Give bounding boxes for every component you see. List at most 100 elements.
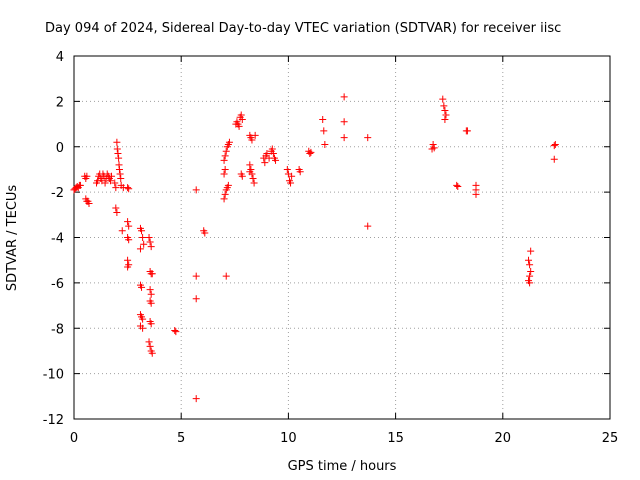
data-point-marker [249, 175, 257, 183]
data-point-marker [221, 190, 229, 198]
data-point-marker [221, 152, 229, 160]
data-point-marker [113, 145, 121, 153]
y-tick-label: -4 [51, 232, 64, 247]
axis-ticks: 0 5 10 15 20 25 -12 -10 -8 -6 -4 -2 0 2 4 [43, 50, 619, 446]
data-point-marker [192, 186, 200, 194]
data-point-marker [138, 283, 146, 291]
data-point-marker [251, 131, 259, 139]
x-tick-label: 0 [70, 431, 78, 446]
data-point-marker [550, 155, 558, 163]
data-points [70, 93, 559, 403]
data-point-marker [220, 170, 228, 178]
data-point-marker [220, 195, 228, 203]
data-point-marker [118, 227, 126, 235]
data-point-marker [551, 140, 559, 148]
data-point-marker [283, 165, 291, 173]
y-axis-label: SDTVAR / TECUs [5, 185, 20, 292]
data-point-marker [220, 156, 228, 164]
y-tick-label: -6 [51, 277, 64, 292]
data-point-marker [238, 172, 246, 180]
data-point-marker [441, 116, 449, 124]
data-point-marker [364, 222, 372, 230]
y-tick-label: 4 [56, 50, 64, 65]
data-point-marker [454, 182, 462, 190]
data-point-marker [148, 349, 156, 357]
data-point-marker [340, 118, 348, 126]
data-point-marker [83, 172, 91, 180]
data-point-marker [116, 170, 124, 178]
data-point-marker [250, 179, 258, 187]
data-point-marker [526, 261, 534, 269]
data-point-marker [146, 238, 154, 246]
data-point-marker [112, 204, 120, 212]
x-tick-label: 15 [387, 431, 404, 446]
data-point-marker [113, 138, 121, 146]
data-point-marker [145, 234, 153, 241]
data-point-marker [124, 256, 132, 264]
data-point-marker [147, 243, 155, 251]
data-point-marker [114, 150, 122, 158]
data-point-marker [235, 122, 243, 130]
data-point-marker [76, 181, 84, 189]
data-point-marker [268, 145, 276, 153]
data-point-marker [201, 229, 209, 237]
data-point-marker [138, 227, 146, 235]
data-point-marker [263, 150, 271, 158]
x-tick-label: 10 [280, 431, 297, 446]
data-point-marker [224, 181, 232, 189]
data-point-marker [526, 272, 534, 280]
data-point-marker [430, 144, 438, 152]
data-point-marker [136, 245, 144, 253]
data-point-marker [125, 222, 133, 230]
data-point-marker [146, 342, 154, 350]
data-point-marker [125, 236, 133, 244]
data-point-marker [321, 140, 329, 148]
data-point-marker [440, 102, 448, 110]
data-point-marker [238, 116, 246, 124]
y-tick-label: 2 [56, 95, 64, 110]
x-tick-label: 25 [602, 431, 619, 446]
data-point-marker [246, 168, 254, 176]
plot-frame [73, 55, 611, 420]
data-point-marker [112, 184, 120, 192]
data-point-marker [527, 268, 535, 276]
data-point-marker [124, 218, 132, 226]
data-point-marker [320, 127, 328, 135]
data-point-marker [248, 136, 256, 144]
data-point-marker [192, 295, 200, 303]
data-point-marker [525, 256, 533, 264]
data-point-marker [108, 172, 116, 180]
data-point-marker [145, 338, 153, 346]
data-point-marker [261, 159, 269, 167]
data-point-marker [147, 299, 155, 307]
data-point-marker [139, 234, 147, 241]
y-tick-label: -10 [43, 368, 64, 383]
data-point-marker [340, 93, 348, 101]
data-point-marker [124, 263, 132, 271]
data-point-marker [172, 328, 180, 336]
data-point-marker [306, 150, 314, 158]
data-point-marker [171, 327, 179, 335]
data-point-marker [246, 161, 254, 169]
data-point-marker [441, 106, 449, 114]
y-tick-label: -8 [51, 322, 64, 337]
data-point-marker [527, 247, 535, 255]
data-point-marker [526, 279, 534, 287]
data-point-marker [287, 179, 295, 187]
data-point-marker [472, 190, 480, 198]
x-tick-label: 20 [495, 431, 512, 446]
data-point-marker [85, 199, 93, 207]
data-point-marker [115, 165, 123, 173]
data-point-marker [192, 272, 200, 280]
data-point-marker [139, 315, 147, 323]
data-point-marker [147, 320, 155, 328]
grid [74, 56, 610, 419]
data-point-marker [192, 395, 200, 403]
data-point-marker [307, 148, 315, 156]
data-point-marker [442, 111, 450, 119]
data-point-marker [106, 177, 114, 185]
data-point-marker [221, 165, 229, 173]
data-point-marker [340, 134, 348, 142]
data-point-marker [117, 175, 125, 183]
data-point-marker [148, 270, 156, 278]
